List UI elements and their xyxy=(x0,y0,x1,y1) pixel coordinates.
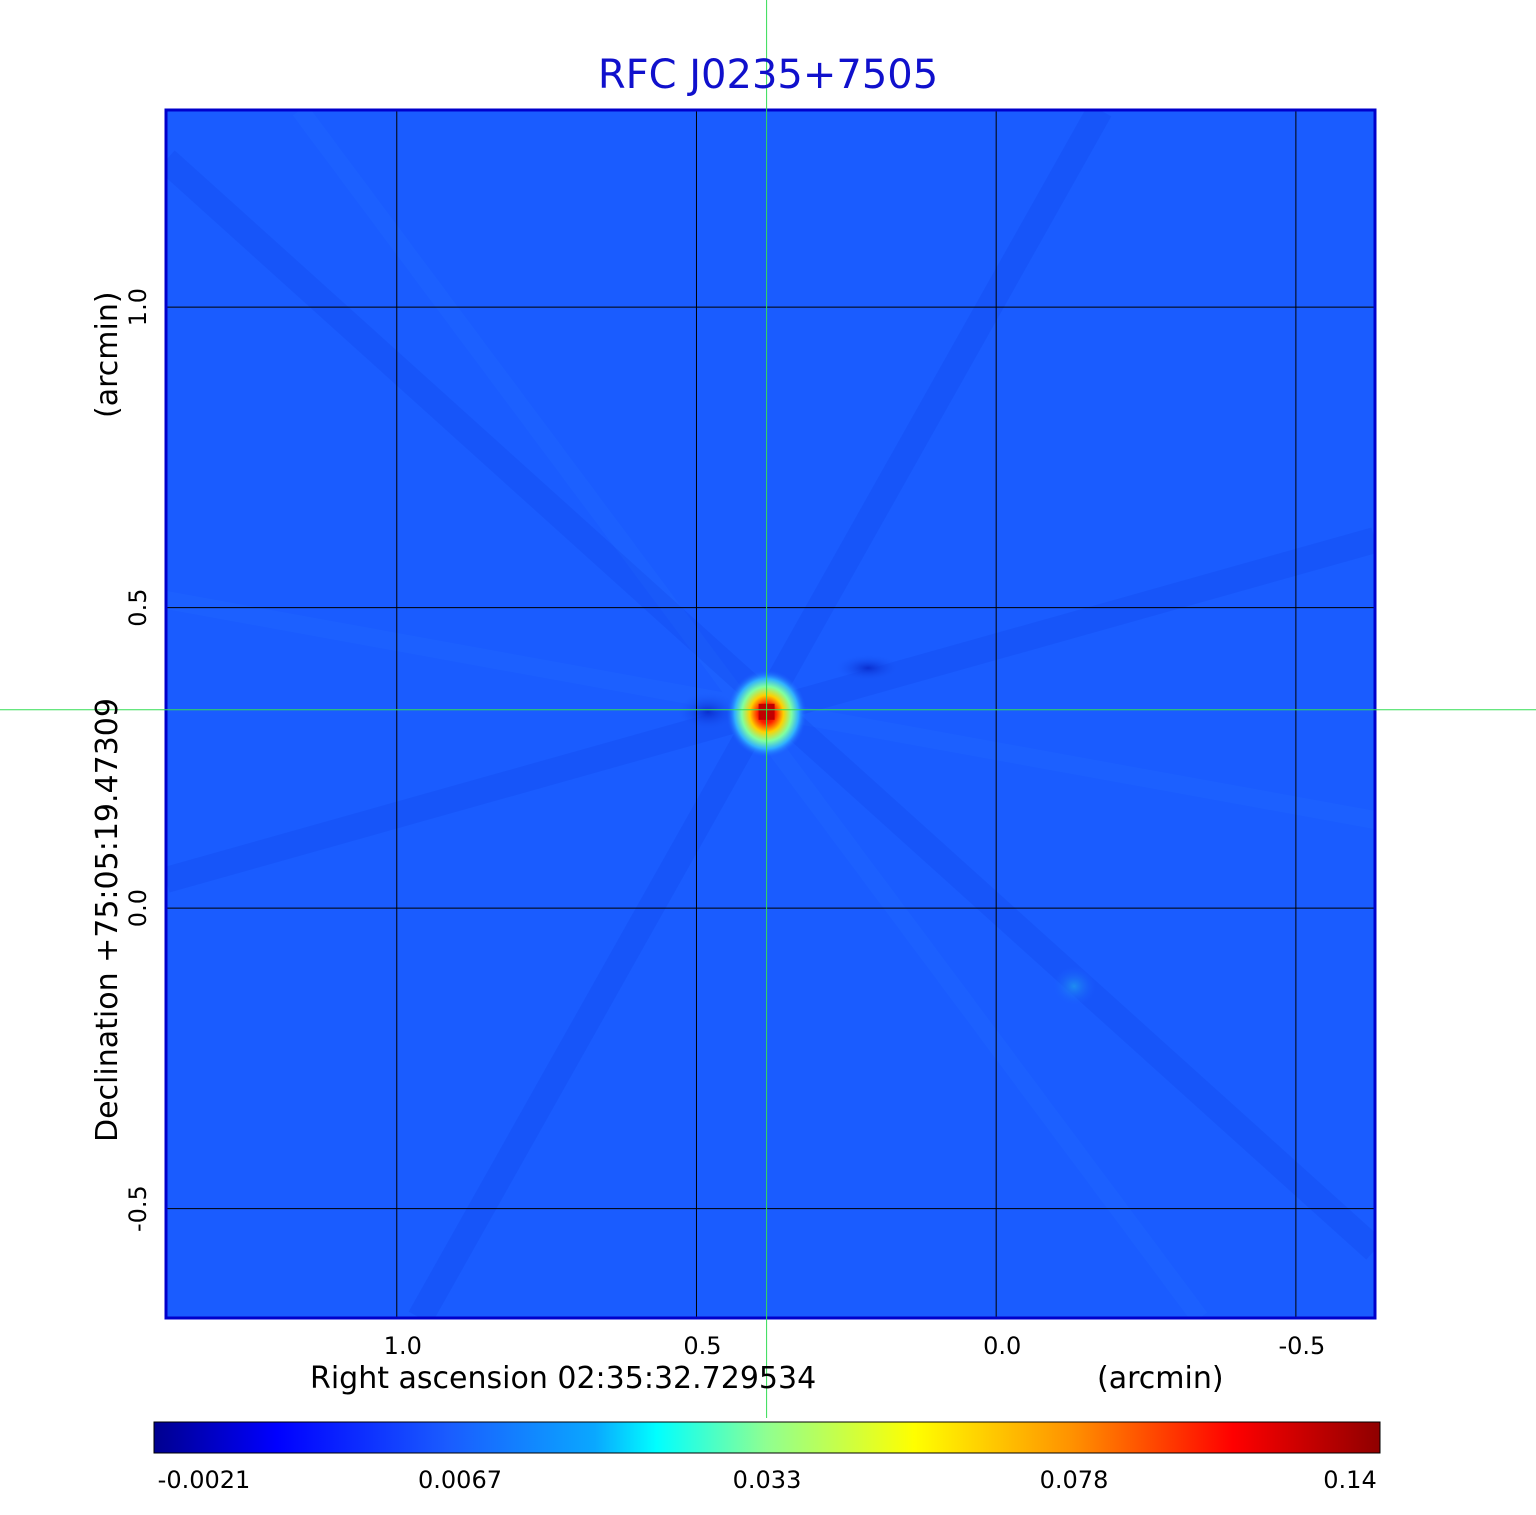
crosshair xyxy=(0,0,1536,1418)
colorbar-tick-label: 0.0067 xyxy=(418,1466,502,1494)
y-tick-label: 0.5 xyxy=(124,589,152,627)
y-tick-label: -0.5 xyxy=(124,1185,152,1232)
x-tick-label: 1.0 xyxy=(384,1332,422,1360)
negative-lobe xyxy=(676,692,740,732)
plot-frame xyxy=(164,108,1377,1320)
x-tick-labels: 1.0 0.5 0.0 -0.5 xyxy=(384,1332,1326,1360)
negative-lobe xyxy=(834,654,902,682)
x-tick-label: -0.5 xyxy=(1278,1332,1325,1360)
colorbar-tick-label: 0.078 xyxy=(1040,1466,1109,1494)
grid-layer xyxy=(166,110,1375,1318)
colorbar-tick-label: -0.0021 xyxy=(158,1466,251,1494)
x-axis-label: Right ascension 02:35:32.729534 xyxy=(310,1361,816,1396)
y-tick-label: 1.0 xyxy=(124,288,152,326)
colorbar-tick-labels: -0.0021 0.0067 0.033 0.078 0.14 xyxy=(158,1466,1377,1494)
y-axis-label: Declination +75:05:19.47309 xyxy=(90,698,125,1142)
colorbar xyxy=(153,1421,1381,1454)
x-tick-label: 0.5 xyxy=(683,1332,721,1360)
colorbar-tick-label: 0.033 xyxy=(733,1466,802,1494)
y-tick-label: 0.0 xyxy=(124,889,152,927)
feature-secondary xyxy=(1052,966,1097,1007)
colorbar-tick-label: 0.14 xyxy=(1323,1466,1376,1494)
plot-area xyxy=(166,110,1375,1318)
y-axis-unit: (arcmin) xyxy=(90,291,125,418)
chart-title: RFC J0235+7505 xyxy=(598,52,938,98)
x-axis-unit: (arcmin) xyxy=(1097,1361,1224,1396)
x-tick-label: 0.0 xyxy=(983,1332,1021,1360)
y-tick-labels: 1.0 0.5 0.0 -0.5 xyxy=(124,288,152,1232)
